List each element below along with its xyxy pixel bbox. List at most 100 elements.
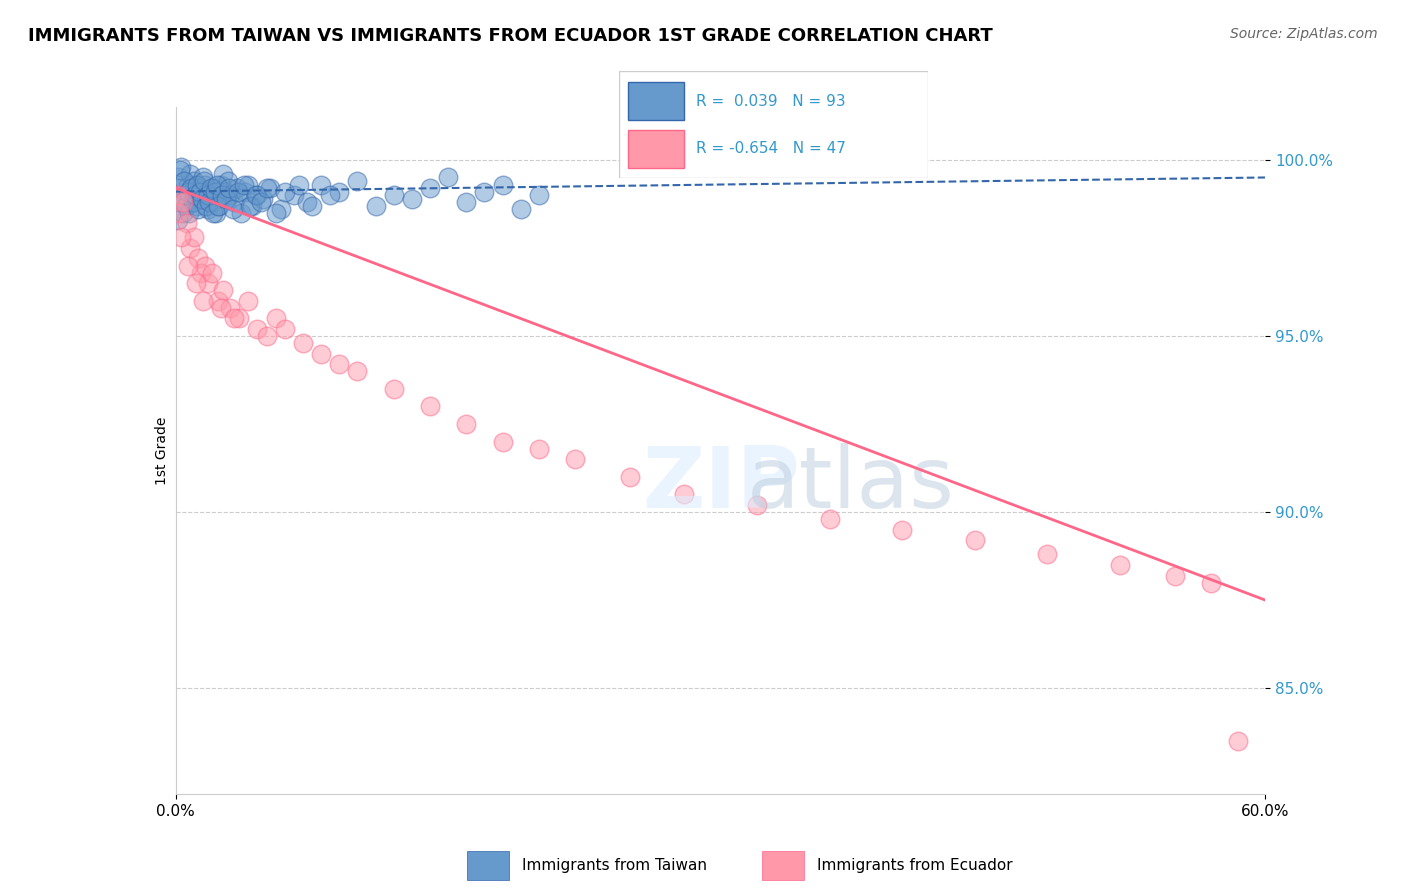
Point <box>212 283 235 297</box>
Point <box>202 181 225 195</box>
Point <box>197 276 219 290</box>
Text: IMMIGRANTS FROM TAIWAN VS IMMIGRANTS FROM ECUADOR 1ST GRADE CORRELATION CHART: IMMIGRANTS FROM TAIWAN VS IMMIGRANTS FRO… <box>28 27 993 45</box>
Point <box>1163 568 1185 582</box>
Point <box>222 311 245 326</box>
Point <box>170 230 193 244</box>
Point <box>492 434 515 449</box>
Point <box>195 188 218 202</box>
Text: R =  0.039   N = 93: R = 0.039 N = 93 <box>696 94 845 109</box>
Point <box>177 178 200 192</box>
Text: Source: ZipAtlas.com: Source: ZipAtlas.com <box>1230 27 1378 41</box>
Point <box>173 188 195 202</box>
Point <box>245 188 267 202</box>
Text: ZIP: ZIP <box>641 443 800 526</box>
Point <box>172 195 194 210</box>
Point <box>191 192 214 206</box>
Point <box>176 216 198 230</box>
Point <box>181 185 204 199</box>
Point <box>190 266 212 280</box>
Point <box>283 188 305 202</box>
Point <box>190 192 212 206</box>
Point <box>346 364 368 378</box>
Point <box>172 192 194 206</box>
Point <box>201 205 224 219</box>
Point <box>745 498 768 512</box>
Point <box>301 199 323 213</box>
Point <box>328 357 350 371</box>
Point <box>169 205 191 219</box>
Point <box>207 188 229 202</box>
Point <box>456 417 478 431</box>
Point <box>319 188 342 202</box>
Point <box>219 188 242 202</box>
Point <box>179 167 201 181</box>
Bar <box>628 82 683 120</box>
Point <box>200 185 222 199</box>
Point <box>166 170 188 185</box>
Point <box>214 185 236 199</box>
Point <box>184 276 207 290</box>
Point <box>264 311 287 326</box>
Point <box>256 181 278 195</box>
Point <box>240 199 263 213</box>
Point <box>382 382 405 396</box>
Point <box>231 205 253 219</box>
Text: R = -0.654   N = 47: R = -0.654 N = 47 <box>696 141 846 156</box>
Point <box>222 195 245 210</box>
Point <box>191 170 214 185</box>
Point <box>238 293 260 308</box>
Point <box>288 178 311 192</box>
Point <box>291 336 314 351</box>
Point <box>419 181 441 195</box>
Y-axis label: 1st Grade: 1st Grade <box>155 417 169 484</box>
Point <box>167 212 190 227</box>
Point <box>201 266 224 280</box>
Point <box>183 230 205 244</box>
Point <box>197 202 219 217</box>
Point <box>222 202 245 217</box>
Point <box>215 192 238 206</box>
Point <box>673 487 696 501</box>
Point <box>1036 547 1059 561</box>
Point <box>346 174 368 188</box>
Point <box>198 195 221 210</box>
Point <box>401 192 423 206</box>
Text: Immigrants from Taiwan: Immigrants from Taiwan <box>522 858 707 872</box>
Bar <box>467 851 509 880</box>
Point <box>194 259 217 273</box>
Point <box>527 442 550 456</box>
Point <box>250 195 273 210</box>
Point <box>188 181 211 195</box>
Point <box>239 199 262 213</box>
Point <box>437 170 460 185</box>
Point <box>228 311 250 326</box>
Point <box>226 181 249 195</box>
Point <box>176 195 198 210</box>
Point <box>218 181 240 195</box>
Point <box>217 174 239 188</box>
Point <box>232 178 254 192</box>
Point <box>215 192 238 206</box>
Point <box>264 205 287 219</box>
Point <box>382 188 405 202</box>
Point <box>177 259 200 273</box>
Point <box>233 185 256 199</box>
Point <box>238 178 260 192</box>
Point <box>1199 575 1222 590</box>
Point <box>200 181 222 195</box>
Point <box>188 185 211 199</box>
Point <box>309 178 332 192</box>
Point <box>274 322 297 336</box>
Point <box>295 195 318 210</box>
Point <box>219 301 242 315</box>
Point <box>186 178 208 192</box>
Point <box>256 329 278 343</box>
Point <box>174 199 197 213</box>
Point <box>246 322 269 336</box>
Point <box>183 174 205 188</box>
Point <box>186 188 209 202</box>
Point <box>173 174 195 188</box>
Point <box>201 195 224 210</box>
Point <box>246 188 269 202</box>
Point <box>364 199 387 213</box>
